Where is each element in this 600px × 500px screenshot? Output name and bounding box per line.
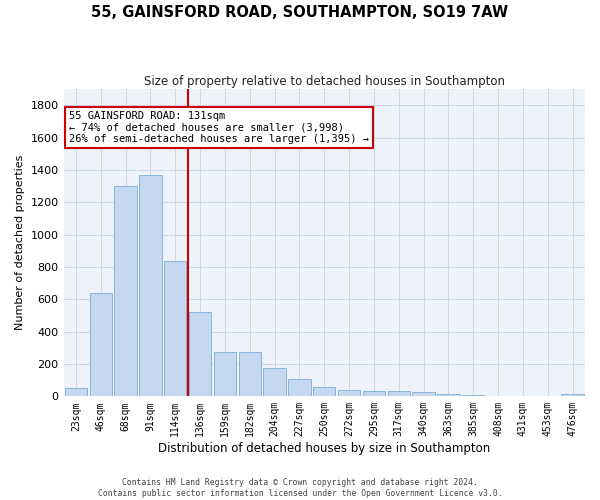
Bar (65, 388, 87, 396)
Bar (189, 312, 211, 396)
Bar (139, 175, 161, 396)
Bar (388, 392, 410, 396)
Bar (412, 392, 435, 396)
Bar (214, 352, 236, 397)
Bar (338, 390, 360, 396)
Bar (363, 390, 385, 396)
Bar (462, 394, 484, 396)
Text: Contains HM Land Registry data © Crown copyright and database right 2024.
Contai: Contains HM Land Registry data © Crown c… (98, 478, 502, 498)
Bar (313, 388, 335, 396)
Bar (164, 260, 187, 396)
Text: 55 GAINSFORD ROAD: 131sqm
← 74% of detached houses are smaller (3,998)
26% of se: 55 GAINSFORD ROAD: 131sqm ← 74% of detac… (69, 110, 369, 144)
Bar (263, 368, 286, 396)
Bar (115, 186, 137, 396)
Y-axis label: Number of detached properties: Number of detached properties (15, 155, 25, 330)
Bar (437, 394, 460, 396)
Bar (89, 293, 112, 397)
Text: 55, GAINSFORD ROAD, SOUTHAMPTON, SO19 7AW: 55, GAINSFORD ROAD, SOUTHAMPTON, SO19 7A… (91, 5, 509, 20)
Bar (239, 352, 261, 397)
Bar (288, 380, 311, 396)
X-axis label: Distribution of detached houses by size in Southampton: Distribution of detached houses by size … (158, 442, 490, 455)
Bar (562, 394, 584, 396)
Title: Size of property relative to detached houses in Southampton: Size of property relative to detached ho… (144, 75, 505, 88)
